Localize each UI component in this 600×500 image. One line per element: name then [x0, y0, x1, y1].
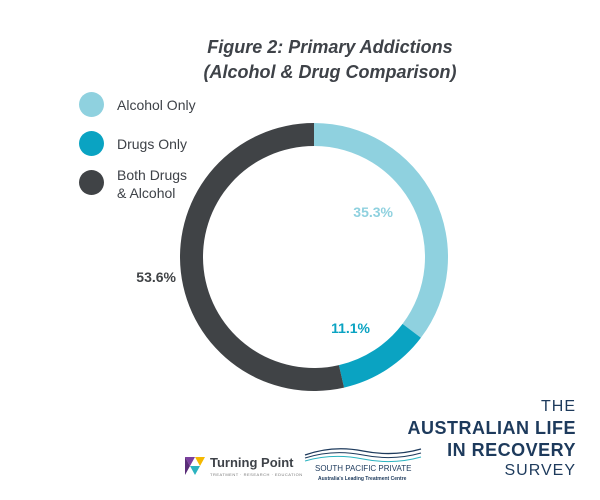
slice-label-1: 11.1% [331, 320, 370, 336]
spp-name: SOUTH PACIFIC PRIVATE [315, 464, 412, 473]
legend-label-both-line-1: Both Drugs [117, 167, 188, 183]
survey-title-line-4: SURVEY [504, 462, 576, 479]
legend-swatch-drugs-only [79, 131, 104, 156]
survey-title-line-2: AUSTRALIAN LIFE [407, 418, 576, 438]
legend-swatch-alcohol-only [79, 92, 104, 117]
donut-slice-2 [180, 123, 345, 391]
slice-label-0: 35.3% [353, 204, 393, 220]
survey-title-line-3: IN RECOVERY [447, 440, 576, 460]
turning-point-name: Turning Point [210, 455, 294, 470]
legend-swatch-both [79, 170, 104, 195]
legend-label-both-line-2: & Alcohol [117, 185, 176, 201]
turning-point-logo: Turning Point TREATMENT · RESEARCH · EDU… [183, 455, 302, 482]
spp-tagline: Australia's Leading Treatment Centre [318, 476, 407, 482]
chart-title-line-2: (Alcohol & Drug Comparison) [203, 62, 457, 82]
donut-slice-0 [314, 123, 448, 338]
survey-title-line-1: THE [541, 398, 576, 415]
donut-slice-1 [338, 323, 421, 388]
turning-point-icon [185, 457, 205, 475]
turning-point-tagline: TREATMENT · RESEARCH · EDUCATION [210, 472, 303, 477]
chart-title-line-1: Figure 2: Primary Addictions [207, 37, 453, 57]
wave-icon [304, 448, 422, 463]
slice-label-2: 53.6% [136, 269, 176, 285]
legend-label-drugs-only: Drugs Only [117, 136, 188, 152]
legend-label-alcohol-only: Alcohol Only [117, 97, 196, 113]
south-pacific-private-logo: SOUTH PACIFIC PRIVATE Australia's Leadin… [303, 443, 423, 482]
